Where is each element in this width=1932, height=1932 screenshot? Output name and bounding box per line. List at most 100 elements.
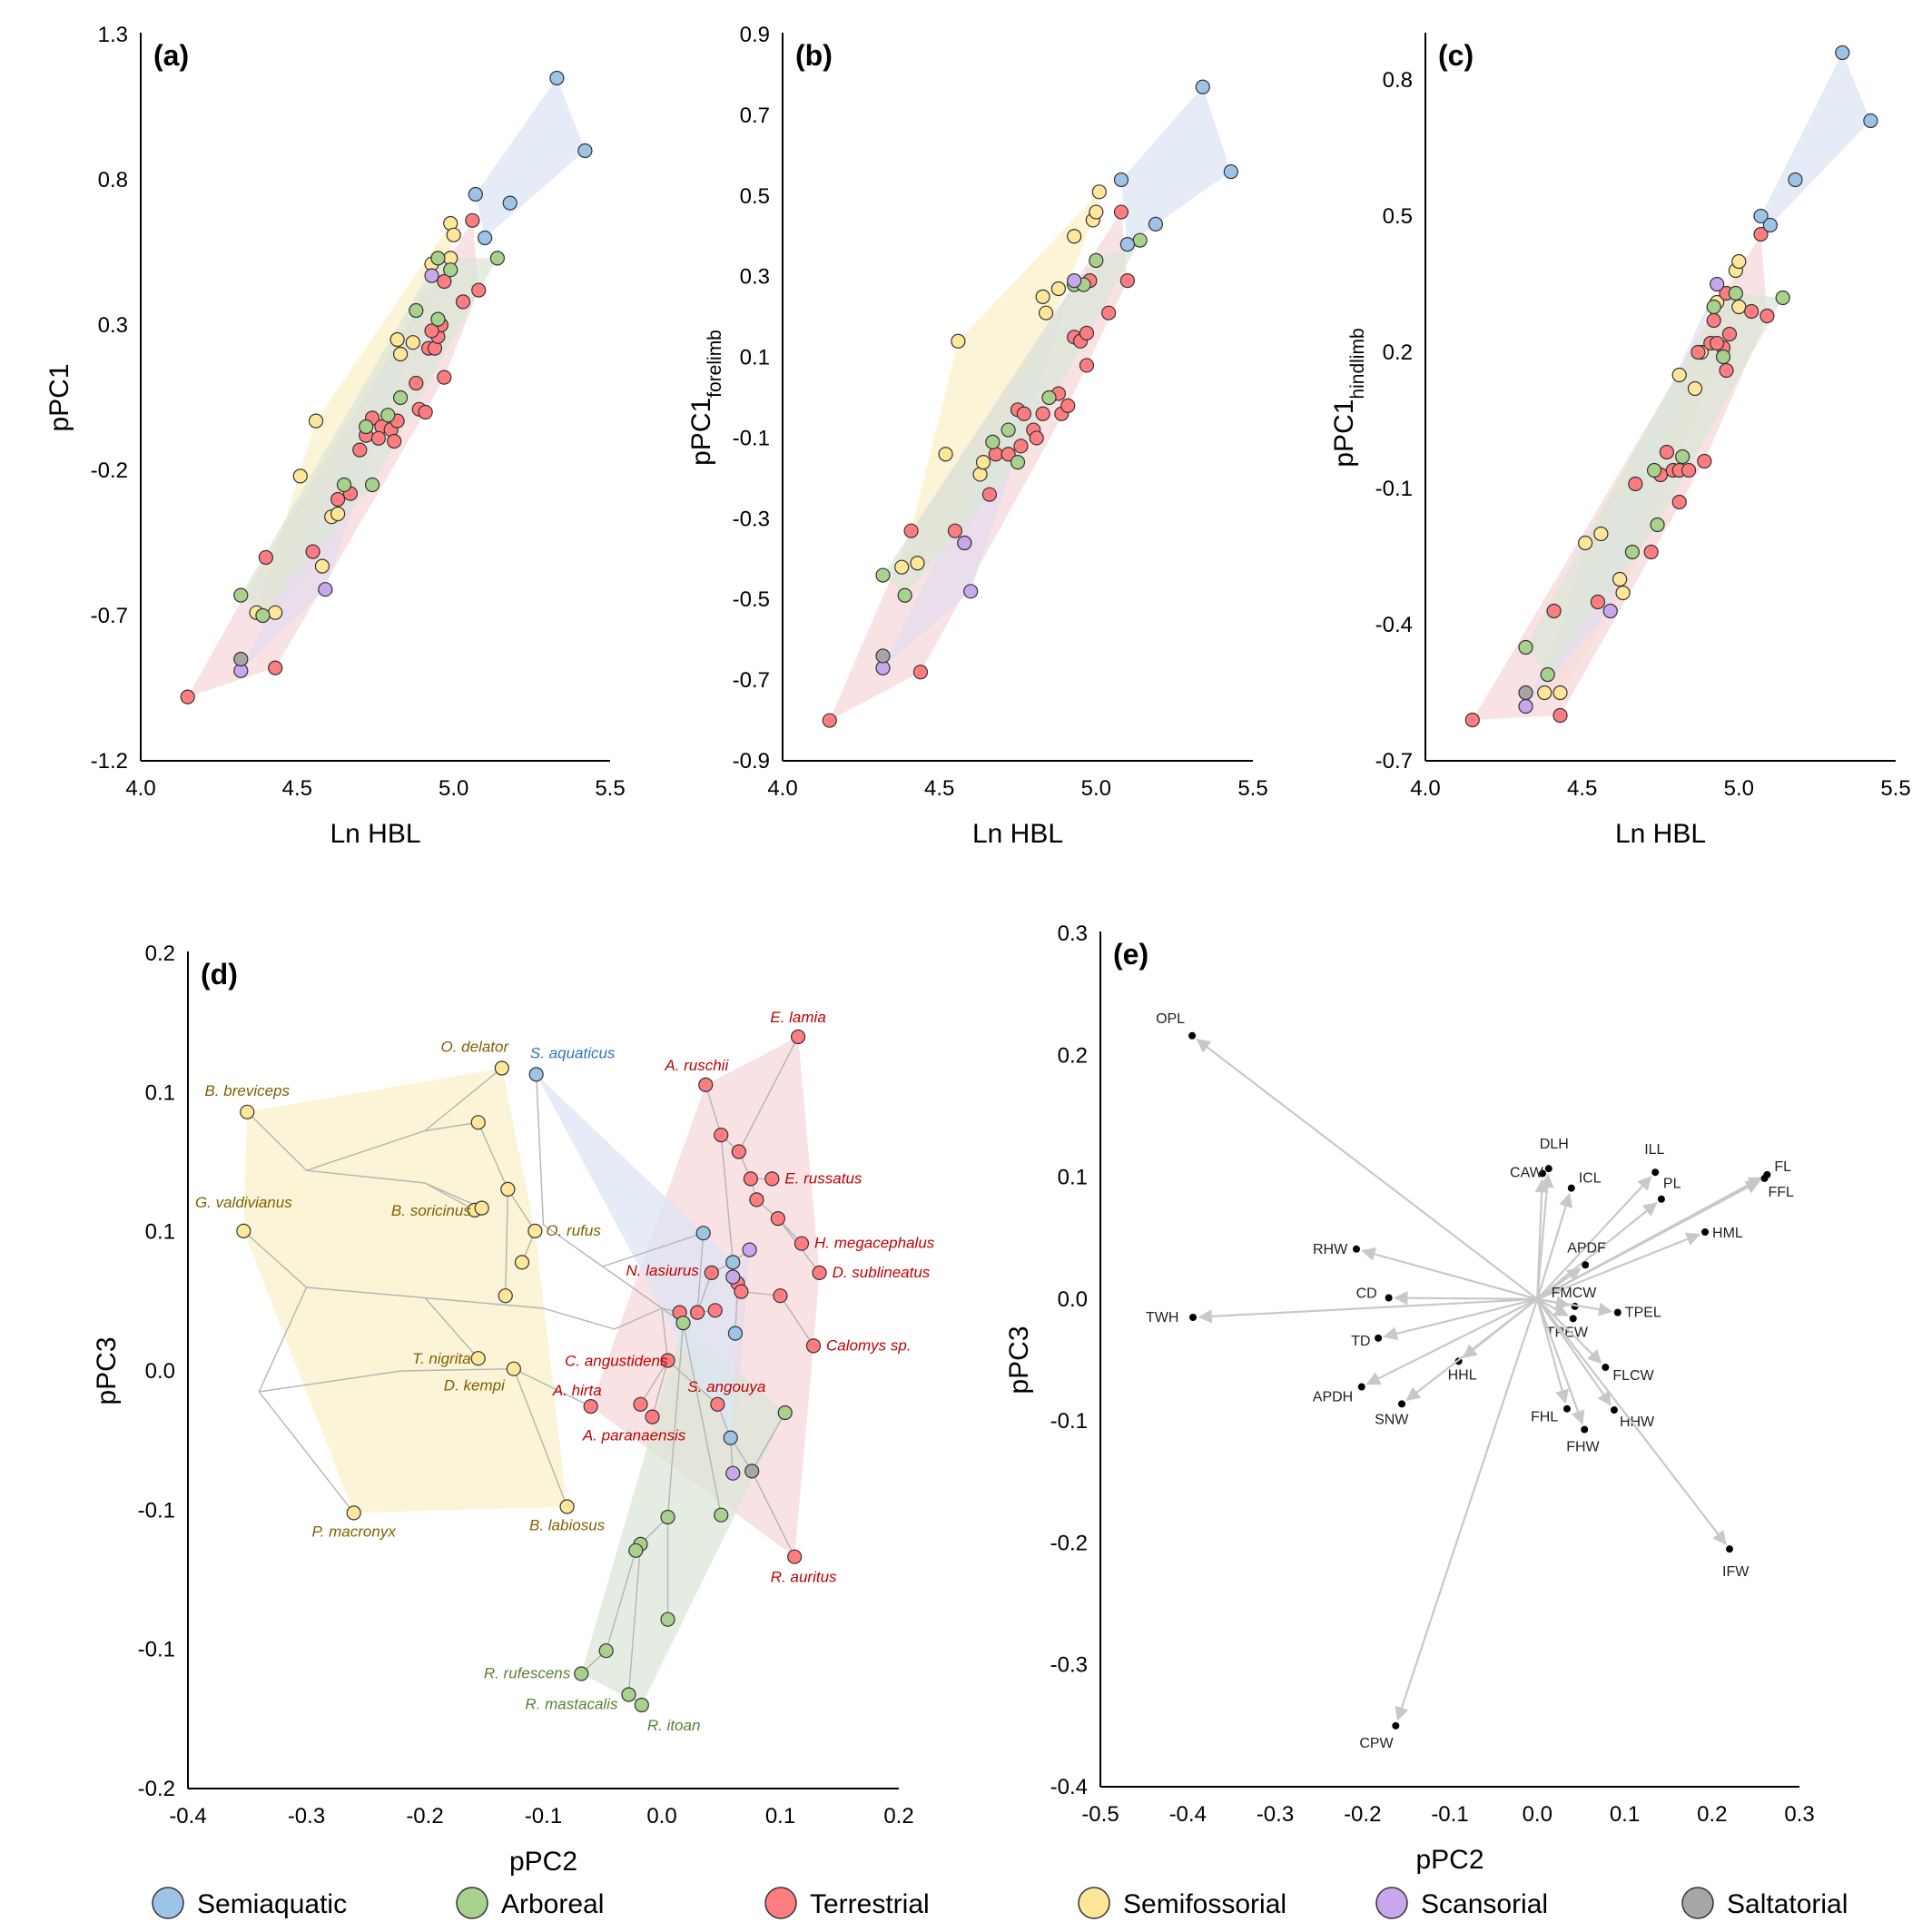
point-terrestrial	[764, 1171, 780, 1187]
y-tick-label: 1.3	[98, 23, 128, 47]
x-tick-label: 0.2	[1697, 1802, 1727, 1827]
vector-tip	[1602, 1364, 1610, 1372]
phylogeny-branch	[651, 1360, 669, 1417]
legend-label-scansorial: Scansorial	[1421, 1889, 1548, 1919]
vector-tip	[1392, 1721, 1400, 1730]
point-terrestrial	[1029, 430, 1044, 446]
point-semiaquatic	[528, 1067, 544, 1082]
x-tick-label: 4.5	[924, 776, 954, 801]
point-saltatorial	[233, 651, 249, 667]
point-arboreal	[380, 408, 396, 423]
phylogeny-branch	[602, 1266, 663, 1309]
y-tick-label: -0.2	[138, 1777, 175, 1801]
x-tick-label: -0.5	[1081, 1802, 1119, 1827]
y-axis-label-main: pPC1	[686, 398, 716, 466]
phylogeny-branch	[667, 1359, 718, 1405]
phylogeny-branch	[424, 1182, 476, 1211]
hull-arboreal	[581, 1323, 785, 1705]
vector-label: HHL	[1448, 1367, 1477, 1383]
point-semifossorial	[392, 346, 409, 362]
vector-tip	[1357, 1383, 1365, 1391]
point-arboreal	[1000, 422, 1016, 438]
point-arboreal	[489, 251, 506, 266]
point-terrestrial	[471, 282, 487, 298]
species-label: S. angouya	[687, 1378, 765, 1395]
y-axis-label-main: pPC1	[1329, 399, 1359, 468]
panel-label: (a)	[153, 39, 189, 72]
vector-tip	[1569, 1315, 1577, 1323]
species-label: R. itoan	[647, 1717, 701, 1734]
point-arboreal	[660, 1509, 675, 1525]
loading-vector	[1536, 1297, 1569, 1316]
loading-vector	[1395, 1298, 1539, 1721]
panel-label: (e)	[1113, 938, 1148, 971]
point-semifossorial	[1731, 299, 1747, 315]
vector-tip	[1544, 1165, 1552, 1173]
point-terrestrial	[812, 1265, 827, 1281]
y-tick-label: 0.7	[740, 104, 770, 128]
point-semifossorial	[1035, 289, 1050, 304]
species-label: C. angustidens	[565, 1353, 668, 1370]
y-tick-label: 0.0	[1058, 1287, 1088, 1312]
legend-label-semifossorial: Semifossorial	[1123, 1889, 1286, 1919]
point-semiaquatic	[695, 1226, 711, 1241]
y-tick-label: 0.1	[1058, 1166, 1088, 1190]
species-label: P. macronyx	[312, 1523, 397, 1540]
point-semifossorial	[1089, 204, 1104, 220]
vector-label: CPW	[1359, 1736, 1394, 1751]
legend-label-terrestrial: Terrestrial	[810, 1889, 930, 1919]
point-terrestrial	[583, 1398, 598, 1414]
species-label: O. delator	[440, 1039, 509, 1056]
point-semiaquatic	[1195, 79, 1210, 94]
point-scansorial	[318, 582, 333, 597]
y-tick-label: -0.2	[91, 458, 128, 483]
y-tick-label: -0.7	[91, 604, 128, 628]
vector-tip	[1353, 1245, 1361, 1253]
point-terrestrial	[714, 1127, 729, 1143]
point-semifossorial	[314, 558, 330, 574]
phylogeny-branch	[306, 1129, 426, 1171]
y-tick-label: -0.1	[138, 1498, 175, 1523]
y-tick-label: -1.2	[91, 749, 128, 774]
vector-tip	[1657, 1195, 1665, 1203]
x-axis-label: pPC2	[509, 1847, 577, 1877]
point-semifossorial	[236, 1223, 251, 1239]
point-arboreal	[574, 1666, 589, 1681]
y-axis-label: pPC1hindlimb	[1329, 328, 1368, 467]
vector-label: ICL	[1579, 1171, 1602, 1187]
point-terrestrial	[633, 1396, 648, 1412]
y-tick-label: 0.1	[740, 346, 770, 370]
y-tick-label: -0.4	[1050, 1775, 1088, 1799]
vector-label: SNW	[1375, 1412, 1409, 1427]
vector-label: IFW	[1722, 1564, 1750, 1580]
vector-tip	[1760, 1174, 1769, 1182]
point-semifossorial	[330, 506, 346, 522]
vector-label: FHL	[1531, 1410, 1558, 1425]
y-tick-label: 0.2	[145, 941, 175, 966]
y-tick-label: -0.1	[1050, 1409, 1088, 1434]
x-axis-label: Ln HBL	[972, 819, 1063, 849]
point-semifossorial	[405, 335, 420, 350]
vector-label: CD	[1356, 1286, 1377, 1302]
phylogeny-branch	[720, 1135, 734, 1263]
y-tick-label: -0.1	[733, 426, 770, 450]
point-semifossorial	[346, 1505, 361, 1521]
x-tick-label: 4.0	[767, 776, 797, 801]
point-semifossorial	[292, 468, 308, 484]
x-tick-label: 0.1	[765, 1804, 795, 1828]
x-tick-label: -0.1	[525, 1804, 562, 1828]
phylogeny-branch	[696, 1233, 705, 1313]
point-terrestrial	[258, 549, 273, 566]
point-semifossorial	[514, 1255, 530, 1270]
species-label: O. rufus	[546, 1222, 601, 1239]
hull-semiaquatic	[1760, 53, 1871, 225]
species-label: R. mastacalis	[525, 1696, 618, 1713]
y-tick-label: -0.3	[1050, 1653, 1088, 1678]
phylogeny-branch	[661, 1307, 669, 1361]
point-terrestrial	[180, 689, 195, 705]
point-arboreal	[660, 1612, 675, 1627]
y-tick-label: -0.1	[1375, 477, 1413, 501]
vector-tip	[1701, 1228, 1710, 1236]
species-label: S. aquaticus	[530, 1044, 616, 1061]
phylogeny-branch	[738, 1036, 799, 1152]
